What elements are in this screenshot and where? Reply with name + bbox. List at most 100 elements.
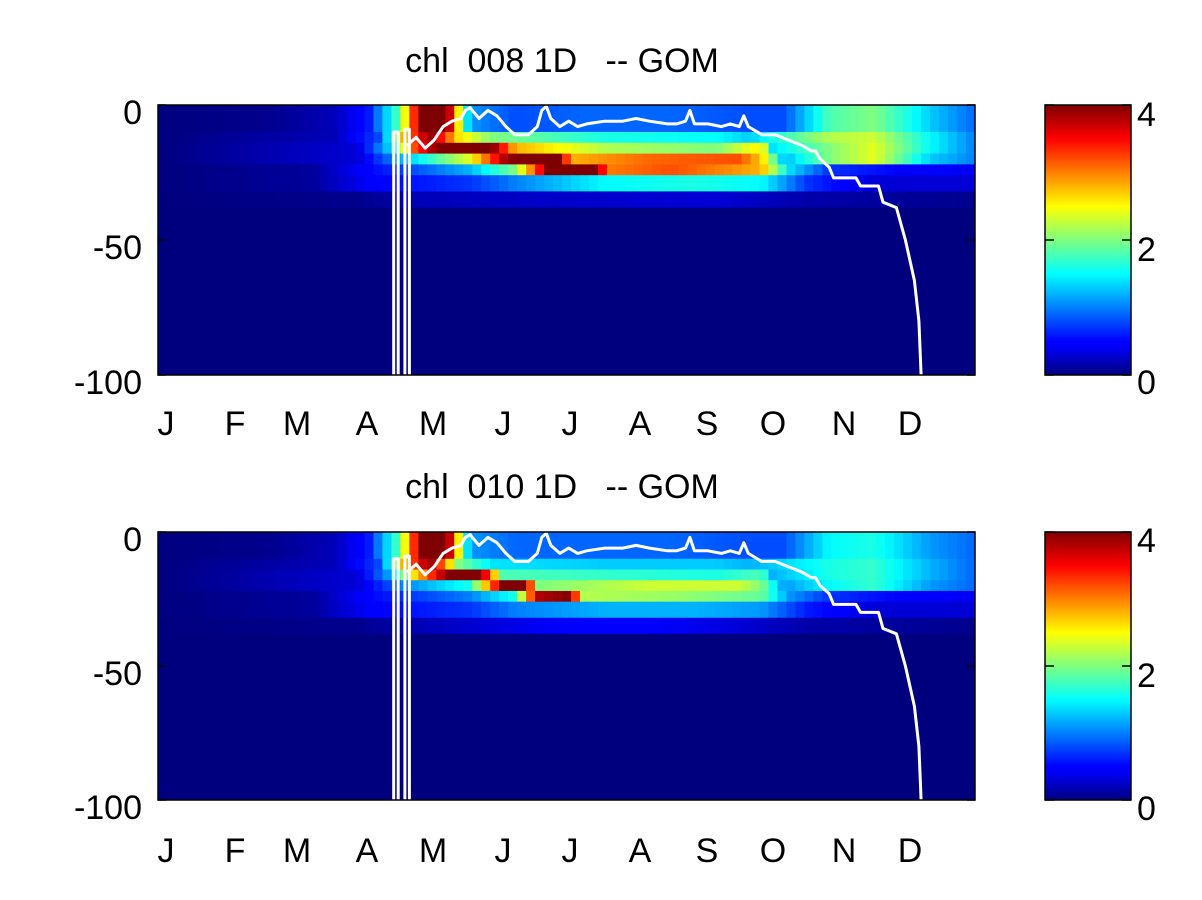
heatmap-cell (696, 175, 707, 192)
heatmap-cell (660, 532, 671, 560)
heatmap-cell (265, 105, 276, 133)
heatmap-cell (876, 142, 886, 155)
heatmap-cell (508, 532, 518, 560)
heatmap-cell (930, 175, 940, 192)
heatmap-cell (930, 601, 940, 619)
heatmap-cell (166, 175, 177, 192)
heatmap-cell (238, 532, 249, 560)
heatmap-cell (966, 569, 975, 581)
heatmap-cell (606, 617, 617, 635)
heatmap-cell (463, 175, 473, 192)
heatmap-cell (553, 601, 563, 619)
colorbar-tick-label: 2 (1137, 657, 1156, 695)
heatmap-cell (211, 132, 222, 144)
heatmap-cell (337, 207, 348, 375)
heatmap-cell (184, 601, 195, 619)
heatmap-cell (822, 532, 832, 560)
heatmap-cell (876, 105, 886, 133)
heatmap-cell (265, 132, 276, 144)
heatmap-cell (795, 558, 806, 571)
heatmap-cell (247, 164, 258, 176)
heatmap-cell (831, 153, 841, 165)
heatmap-cell (705, 132, 716, 144)
heatmap-cell (202, 153, 213, 165)
heatmap-cell (678, 532, 689, 560)
colorbar-gradient (1045, 105, 1131, 375)
heatmap-cell (606, 590, 617, 603)
heatmap-cell (687, 207, 698, 375)
heatmap-cell (184, 558, 195, 571)
heatmap-cell (858, 164, 868, 176)
heatmap-cell (606, 580, 617, 592)
heatmap-cell (822, 558, 832, 571)
y-tick-label: -100 (74, 364, 142, 402)
y-tick-label: 0 (123, 521, 142, 559)
heatmap-cell (876, 569, 886, 581)
heatmap-cell (265, 207, 276, 375)
heatmap-cell (355, 132, 366, 144)
heatmap-cell (319, 569, 330, 581)
heatmap-cell (885, 633, 895, 800)
heatmap-cell (193, 132, 204, 144)
heatmap-cell (247, 153, 258, 165)
heatmap-cell (166, 617, 177, 635)
heatmap-cell (813, 558, 823, 571)
heatmap-cell (391, 569, 402, 581)
heatmap-cell (750, 153, 761, 165)
heatmap-cell (346, 105, 357, 133)
heatmap-cell (822, 580, 832, 592)
heatmap-cell (894, 558, 904, 571)
heatmap-cell (562, 105, 572, 133)
heatmap-cell (696, 105, 707, 133)
heatmap-cell (238, 153, 249, 165)
heatmap-cell (570, 633, 581, 800)
heatmap-cell (876, 175, 886, 192)
heatmap-cell (409, 633, 419, 800)
heatmap-cell (499, 617, 509, 635)
heatmap-cell (885, 132, 895, 144)
heatmap-cell (858, 590, 868, 603)
colorbar-tick-label: 4 (1137, 522, 1156, 560)
heatmap-cell (274, 142, 285, 155)
heatmap-cell (768, 105, 779, 133)
heatmap-cell (490, 132, 500, 144)
heatmap-cell (292, 633, 303, 800)
heatmap-cell (867, 633, 877, 800)
heatmap-cell (409, 601, 419, 619)
heatmap-cell (364, 164, 375, 176)
heatmap-cell (723, 207, 734, 375)
heatmap-cell (562, 601, 572, 619)
heatmap-cell (921, 580, 931, 592)
heatmap-cell (921, 532, 931, 560)
heatmap-cell (382, 601, 393, 619)
heatmap-cell (382, 132, 393, 144)
heatmap-cell (642, 569, 653, 581)
heatmap-cell (966, 532, 975, 560)
heatmap-cell (355, 580, 366, 592)
heatmap-cell (822, 590, 832, 603)
heatmap-cell (274, 532, 285, 560)
heatmap-cell (373, 532, 384, 560)
heatmap-cell (301, 105, 312, 133)
heatmap-cell (615, 142, 626, 155)
heatmap-cell (256, 191, 267, 209)
x-tick-label: O (760, 832, 786, 870)
heatmap-cell (588, 633, 599, 800)
heatmap-cell (562, 191, 572, 209)
heatmap-cell (903, 164, 913, 176)
heatmap-cell (957, 142, 967, 155)
heatmap-cell (885, 558, 895, 571)
heatmap-cell (175, 142, 186, 155)
heatmap-cell (615, 580, 626, 592)
heatmap-cell (570, 601, 581, 619)
heatmap-cell (705, 175, 716, 192)
heatmap-cell (319, 132, 330, 144)
heatmap-cell (535, 153, 545, 165)
heatmap-cell (328, 558, 339, 571)
heatmap-cell (517, 207, 527, 375)
heatmap-cell (777, 175, 788, 192)
heatmap-cell (256, 132, 267, 144)
heatmap-cell (705, 191, 716, 209)
heatmap-cell (786, 601, 797, 619)
heatmap-cell (588, 175, 599, 192)
